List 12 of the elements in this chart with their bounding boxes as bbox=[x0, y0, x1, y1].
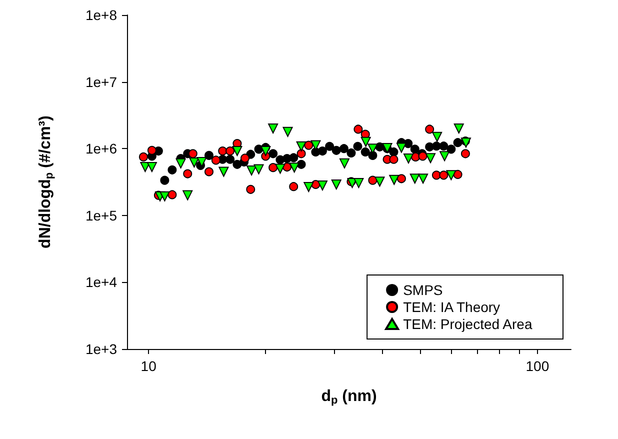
y-tick-label: 1e+8 bbox=[85, 7, 118, 23]
x-tick-label: 10 bbox=[140, 358, 157, 374]
legend-label: SMPS bbox=[403, 282, 443, 298]
y-tick-label: 1e+4 bbox=[85, 274, 118, 290]
legend-label: TEM: IA Theory bbox=[403, 299, 500, 315]
y-tick-label: 1e+7 bbox=[85, 74, 118, 90]
y-tick-label: 1e+5 bbox=[85, 207, 118, 224]
y-axis-title: dN/dlogdp (#/cm³) bbox=[37, 116, 56, 248]
y-tick-label: 1e+6 bbox=[85, 140, 118, 157]
legend-label: TEM: Projected Area bbox=[403, 316, 532, 332]
x-tick-label: 100 bbox=[526, 358, 550, 374]
y-tick-label: 1e+3 bbox=[85, 341, 118, 357]
